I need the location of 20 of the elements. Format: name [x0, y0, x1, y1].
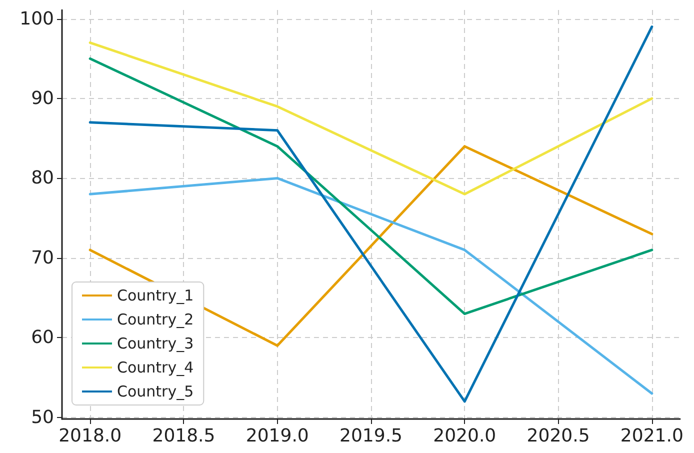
- x-tick-label: 2018.0: [58, 426, 122, 446]
- y-tick-label: 70: [31, 247, 54, 268]
- x-tick-label: 2021.0: [620, 426, 684, 446]
- legend-label: Country_5: [117, 382, 194, 400]
- y-tick-label: 80: [31, 168, 54, 189]
- x-tick-label: 2019.5: [340, 426, 402, 446]
- x-tick-label: 2019.0: [246, 426, 309, 446]
- x-tick-label: 2020.5: [526, 426, 590, 446]
- line-series: [88, 25, 654, 403]
- line-series: [88, 41, 654, 196]
- y-tick-label: 100: [20, 8, 54, 30]
- y-tick-label: 60: [31, 327, 54, 348]
- y-tick-label: 50: [31, 406, 54, 428]
- legend-label: Country_3: [117, 334, 194, 352]
- legend-label: Country_4: [117, 358, 194, 376]
- x-tick-label: 2018.5: [152, 426, 216, 446]
- x-tick-label: 2020.0: [433, 426, 496, 446]
- legend-label: Country_2: [117, 310, 194, 328]
- y-tick-label: 90: [31, 88, 54, 109]
- legend-label: Country_1: [117, 286, 194, 304]
